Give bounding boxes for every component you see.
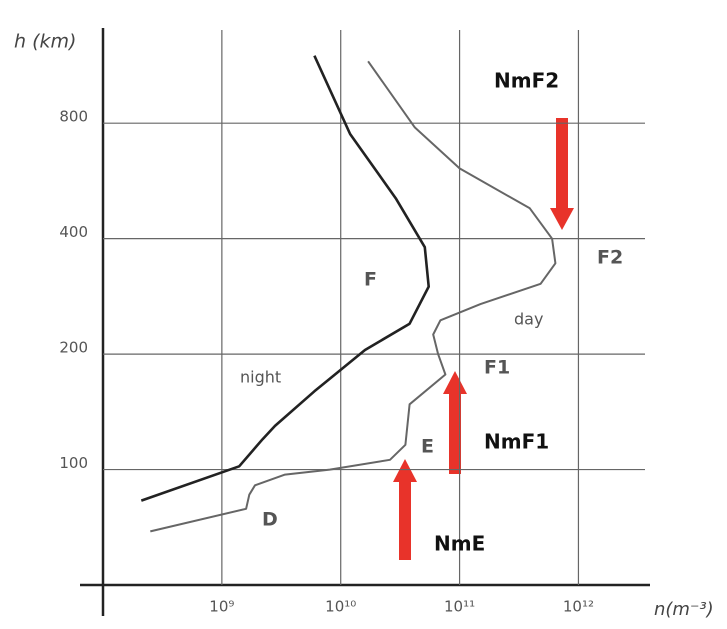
y-tick-label: 100 xyxy=(59,454,88,472)
annotation: D xyxy=(262,509,278,531)
y-tick-label: 400 xyxy=(59,223,88,241)
arrow-nmf1 xyxy=(449,392,461,474)
x-tick-label: 10⁹ xyxy=(209,598,234,616)
x-axis-label: n(m⁻³) xyxy=(654,599,714,620)
annotation: NmE xyxy=(434,532,485,556)
arrows xyxy=(393,118,574,560)
arrow-head xyxy=(443,371,467,394)
y-tick-label: 800 xyxy=(59,108,88,126)
series-label: day xyxy=(514,310,543,329)
arrow-head xyxy=(550,208,574,230)
annotation: F2 xyxy=(597,247,623,269)
arrow-head xyxy=(393,459,417,482)
x-tick-label: 10¹⁰ xyxy=(325,598,356,616)
x-tick-label: 10¹² xyxy=(563,598,594,616)
arrow-nmf2 xyxy=(556,118,568,210)
annotation: F1 xyxy=(484,357,510,379)
profile-line xyxy=(140,55,430,502)
annotation: F xyxy=(364,269,377,291)
annotation: NmF1 xyxy=(484,430,549,454)
annotation: E xyxy=(421,436,434,458)
y-axis-label: h (km) xyxy=(14,31,76,53)
x-tick-label: 10¹¹ xyxy=(444,598,475,616)
y-tick-label: 200 xyxy=(59,339,88,357)
arrow-nme xyxy=(399,480,411,560)
series-label: night xyxy=(240,368,281,387)
profile-line xyxy=(150,60,557,533)
annotation: NmF2 xyxy=(494,69,559,93)
